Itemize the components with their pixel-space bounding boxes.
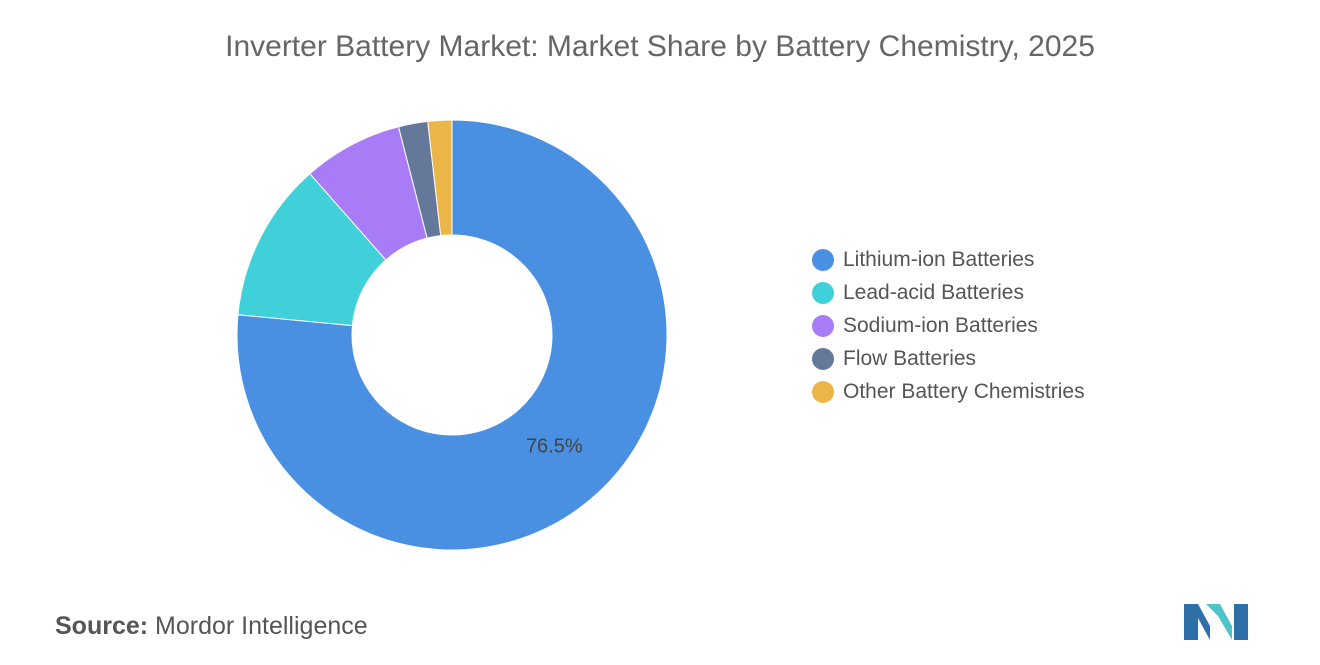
legend-swatch — [812, 248, 834, 271]
source-note: Source: Mordor Intelligence — [55, 612, 368, 641]
legend-item: Lithium-ion Batteries — [812, 243, 1085, 276]
slice-other-battery-chemistries — [427, 119, 453, 237]
legend-label: Sodium-ion Batteries — [843, 313, 1038, 337]
source-name: Mordor Intelligence — [155, 612, 368, 640]
mordor-intelligence-logo-icon — [1184, 604, 1248, 640]
source-prefix: Source: — [55, 612, 149, 640]
legend-label: Flow Batteries — [843, 346, 977, 370]
legend-item: Sodium-ion Batteries — [812, 309, 1085, 342]
donut-data-labels: 76.5% — [526, 436, 583, 458]
legend-label: Other Battery Chemistries — [843, 379, 1085, 403]
logo-shape-right — [1234, 604, 1248, 640]
legend-item: Flow Batteries — [812, 342, 1085, 375]
logo-shape-middle — [1206, 604, 1232, 640]
logo-shape-left — [1184, 604, 1210, 640]
data-label-0: 76.5% — [526, 436, 583, 458]
legend-item: Other Battery Chemistries — [812, 375, 1085, 408]
legend-swatch — [812, 281, 834, 304]
donut-slices — [236, 119, 668, 551]
legend-swatch — [812, 347, 834, 370]
legend-swatch — [812, 314, 834, 337]
legend-swatch — [812, 380, 834, 403]
legend-item: Lead-acid Batteries — [812, 276, 1085, 309]
legend-label: Lithium-ion Batteries — [843, 247, 1035, 271]
slice-lithium-ion-batteries — [236, 119, 668, 551]
chart-title: Inverter Battery Market: Market Share by… — [225, 30, 1095, 63]
legend: Lithium-ion Batteries Lead-acid Batteries… — [812, 243, 1085, 408]
legend-label: Lead-acid Batteries — [843, 280, 1024, 304]
